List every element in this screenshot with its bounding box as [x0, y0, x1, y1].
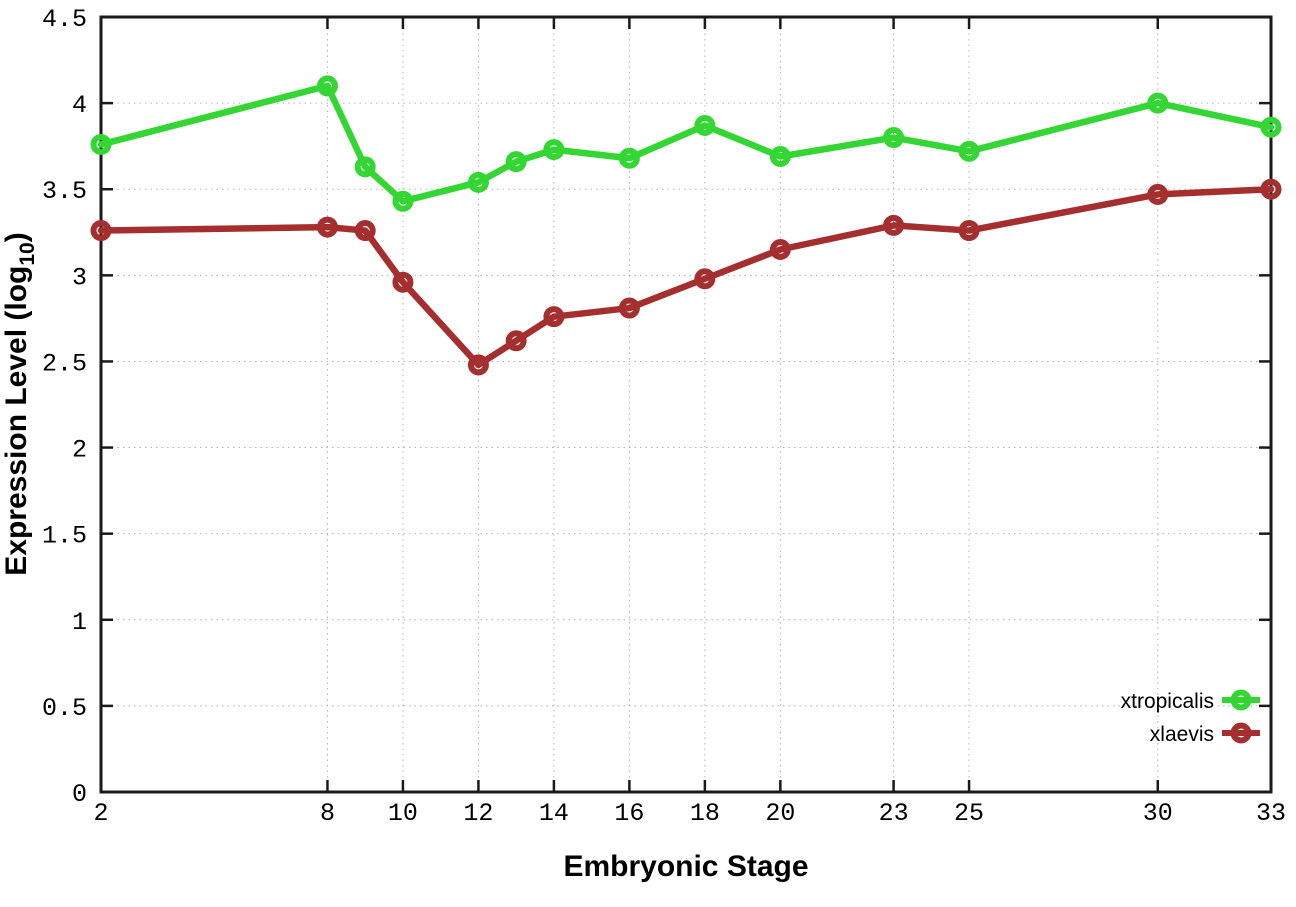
x-tick-label-23: 23 [879, 799, 909, 828]
xtropicalis-point-stage-9 [354, 156, 376, 178]
y-tick-label-1.5: 1.5 [42, 522, 87, 551]
legend-label-xlaevis: xlaevis [1150, 723, 1214, 746]
x-tick-label-14: 14 [539, 799, 569, 828]
y-tick-label-4: 4 [72, 91, 87, 120]
xlaevis-point-stage-10 [392, 271, 414, 293]
plot-border [99, 15, 1273, 794]
xlaevis-point-stage-8 [316, 216, 338, 238]
xlaevis-point-stage-9 [354, 220, 376, 242]
y-tick-label-4.5: 4.5 [42, 5, 87, 34]
y-tick-label-0: 0 [72, 780, 87, 809]
x-axis-title: Embryonic Stage [563, 850, 808, 883]
legend-marker-xtropicalis [1230, 689, 1252, 711]
y-tick-label-1: 1 [72, 608, 87, 637]
xlaevis-point-stage-12 [467, 354, 489, 376]
y-tick-label-0.5: 0.5 [42, 694, 87, 723]
xtropicalis-point-stage-23 [883, 127, 905, 149]
xlaevis-point-stage-13 [505, 330, 527, 352]
x-tick-label-18: 18 [690, 799, 720, 828]
x-tick-label-10: 10 [388, 799, 418, 828]
xtropicalis-point-stage-30 [1147, 92, 1169, 114]
y-tick-label-3.5: 3.5 [42, 177, 87, 206]
xtropicalis-point-stage-14 [543, 139, 565, 161]
xlaevis-point-stage-25 [958, 220, 980, 242]
x-tick-label-16: 16 [614, 799, 644, 828]
y-tick-label-3: 3 [72, 263, 87, 292]
legend-item-xlaevis: xlaevis [1150, 722, 1260, 746]
xlaevis-point-stage-16 [618, 297, 640, 319]
xlaevis-point-stage-23 [883, 214, 905, 236]
legend-item-xtropicalis: xtropicalis [1121, 689, 1260, 713]
axis-tick-marks [99, 15, 1273, 794]
xtropicalis-point-stage-13 [505, 151, 527, 173]
xlaevis-point-stage-30 [1147, 183, 1169, 205]
y-tick-labels: 0 0.5 1 1.5 2 2.5 3 3.5 4 4.5 [42, 5, 87, 809]
xtropicalis-point-stage-2 [90, 133, 112, 155]
y-axis-title-close: ) [0, 232, 33, 242]
xlaevis-point-stage-33 [1260, 178, 1282, 200]
x-tick-label-20: 20 [765, 799, 795, 828]
x-tick-labels: 2 8 10 12 14 16 18 20 23 25 30 33 [93, 799, 1286, 828]
xlaevis-line [97, 185, 1275, 369]
legend-marker-xlaevis [1230, 722, 1252, 744]
xlaevis-point-stage-18 [694, 268, 716, 290]
xlaevis-point-stage-14 [543, 306, 565, 328]
xtropicalis-point-stage-25 [958, 140, 980, 162]
xtropicalis-point-stage-20 [769, 146, 791, 167]
y-axis-title: Expression Level (log10) [0, 232, 39, 575]
x-tick-label-25: 25 [954, 799, 984, 828]
x-tick-label-30: 30 [1143, 799, 1173, 828]
xtropicalis-point-stage-18 [694, 115, 716, 136]
xtropicalis-point-stage-33 [1260, 116, 1282, 138]
xtropicalis-point-stage-16 [618, 147, 640, 169]
legend: xtropicalis xlaevis [1121, 689, 1260, 746]
legend-label-xtropicalis: xtropicalis [1121, 690, 1214, 713]
xlaevis-point-stage-20 [769, 239, 791, 260]
xtropicalis-line [97, 82, 1275, 205]
x-tick-label-12: 12 [463, 799, 493, 828]
y-axis-title-main: Expression Level (log [0, 266, 33, 576]
xtropicalis-point-stage-8 [316, 75, 338, 97]
y-tick-label-2: 2 [72, 436, 87, 465]
xtropicalis-point-stage-10 [392, 190, 414, 212]
gridlines [100, 17, 1272, 792]
xtropicalis-point-stage-12 [467, 171, 489, 193]
xlaevis-point-stage-2 [90, 220, 112, 242]
x-tick-label-33: 33 [1256, 799, 1286, 828]
x-tick-label-2: 2 [93, 799, 108, 828]
y-axis-title-subscript: 10 [16, 242, 39, 265]
data-series [90, 75, 1282, 376]
y-tick-label-2.5: 2.5 [42, 349, 87, 378]
x-tick-label-8: 8 [320, 799, 335, 828]
